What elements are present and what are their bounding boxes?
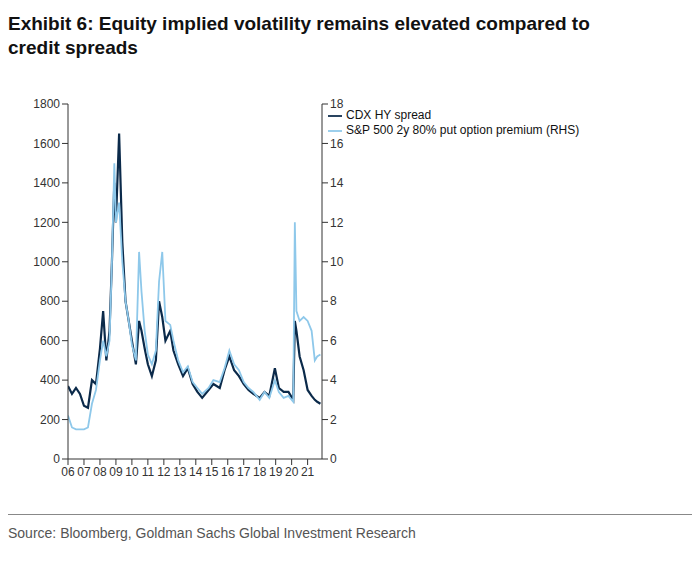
svg-text:200: 200 [40,413,60,427]
svg-text:1000: 1000 [33,255,60,269]
svg-text:10: 10 [125,465,139,479]
svg-text:4: 4 [330,373,337,387]
svg-text:1600: 1600 [33,137,60,151]
svg-text:14: 14 [330,176,344,190]
svg-text:400: 400 [40,373,60,387]
html-text:S&P 500 2y 80% put option prem: S&P 500 2y 80% put option premium (RHS) [346,122,580,137]
svg-text:17: 17 [237,465,251,479]
svg-text:06: 06 [61,465,75,479]
svg-text:0: 0 [53,452,60,466]
svg-text:0: 0 [330,452,337,466]
svg-text:8: 8 [330,294,337,308]
svg-text:18: 18 [330,97,344,111]
svg-text:20: 20 [285,465,299,479]
svg-text:08: 08 [93,465,107,479]
svg-text:14: 14 [189,465,203,479]
svg-text:18: 18 [253,465,267,479]
svg-text:21: 21 [301,465,315,479]
svg-text:800: 800 [40,294,60,308]
svg-text:6: 6 [330,334,337,348]
html-text:CDX HY spread: CDX HY spread [346,108,432,122]
svg-text:2: 2 [330,413,337,427]
svg-text:16: 16 [221,465,235,479]
svg-text:12: 12 [157,465,171,479]
html-text:Exhibit 6: Equity implied vola: Exhibit 6: Equity implied volatility rem… [8,13,590,58]
svg-text:15: 15 [205,465,219,479]
svg-text:19: 19 [269,465,283,479]
svg-text:600: 600 [40,334,60,348]
svg-text:13: 13 [173,465,187,479]
svg-text:07: 07 [77,465,91,479]
svg-text:1400: 1400 [33,176,60,190]
svg-text:10: 10 [330,255,344,269]
svg-text:1200: 1200 [33,216,60,230]
svg-text:11: 11 [142,465,155,479]
svg-text:16: 16 [330,137,344,151]
svg-text:12: 12 [330,216,344,230]
html-text:Source: Bloomberg, Goldman Sac: Source: Bloomberg, Goldman Sachs Global … [8,525,416,541]
svg-text:09: 09 [109,465,123,479]
svg-text:1800: 1800 [33,97,60,111]
